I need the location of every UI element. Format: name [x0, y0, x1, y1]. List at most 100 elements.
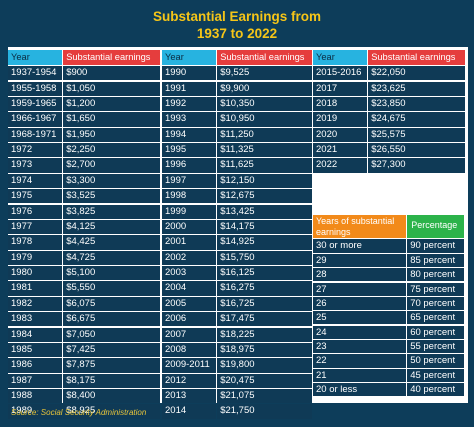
table-row: 1977 $4,125 [8, 219, 161, 235]
year-cell: 2018 [313, 96, 367, 112]
earnings-cell: $1,650 [63, 112, 161, 127]
earnings-cell: $12,675 [217, 189, 313, 204]
earnings-cell: $16,725 [217, 296, 313, 311]
percentage-cell: 70 percent [407, 296, 465, 311]
percentage-row: 24 60 percent [313, 325, 465, 339]
table-row: 2001 $14,925 [162, 235, 313, 250]
year-header: Year [162, 50, 216, 65]
earnings-header: Substantial earnings [63, 50, 161, 65]
earnings-cell: $7,875 [63, 358, 161, 373]
earnings-cell: $14,925 [217, 235, 313, 250]
percentage-row: 30 or more 90 percent [313, 239, 465, 253]
table-row: 1998 $12,675 [162, 189, 313, 204]
earnings-header: Substantial earnings [368, 50, 466, 65]
earnings-cell: $3,825 [63, 204, 161, 219]
table-row: 2006 $17,475 [162, 312, 313, 327]
percentage-cell: 90 percent [407, 239, 465, 253]
table-row: 2017 $23,625 [313, 81, 466, 96]
earnings-cell: $8,175 [63, 373, 161, 388]
earnings-header: Substantial earnings [217, 50, 313, 65]
year-cell: 2003 [162, 266, 216, 281]
year-cell: 2014 [162, 404, 216, 419]
table-row: 1997 $12,150 [162, 173, 313, 188]
year-cell: 1977 [8, 219, 62, 235]
year-cell: 1979 [8, 250, 62, 265]
earnings-cell: $11,250 [217, 127, 313, 142]
earnings-cell: $10,950 [217, 112, 313, 127]
table-row: 1975 $3,525 [8, 189, 161, 204]
year-cell: 1995 [162, 143, 216, 158]
percentage-cell: 40 percent [407, 383, 465, 397]
table-row: 1973 $2,700 [8, 158, 161, 173]
year-cell: 1988 [8, 389, 62, 404]
years-cell: 20 or less [313, 383, 406, 397]
year-cell: 2022 [313, 158, 367, 173]
percentage-row: 22 50 percent [313, 354, 465, 368]
year-cell: 2007 [162, 327, 216, 342]
earnings-cell: $7,425 [63, 342, 161, 358]
earnings-cell: $11,325 [217, 143, 313, 158]
year-cell: 1993 [162, 112, 216, 127]
years-cell: 24 [313, 325, 406, 339]
table-row: 1990 $9,525 [162, 66, 313, 81]
earnings-cell: $4,725 [63, 250, 161, 265]
earnings-cell: $7,050 [63, 327, 161, 342]
years-cell: 25 [313, 311, 406, 325]
year-cell: 1972 [8, 143, 62, 158]
earnings-cell: $22,050 [368, 66, 466, 81]
table-row: 2004 $16,275 [162, 281, 313, 296]
percentage-row: 23 55 percent [313, 340, 465, 354]
table-row: 2000 $14,175 [162, 219, 313, 235]
table-row: 2021 $26,550 [313, 143, 466, 158]
earnings-cell: $14,175 [217, 219, 313, 235]
earnings-cell: $12,150 [217, 173, 313, 188]
year-cell: 1987 [8, 373, 62, 388]
table-row: 2019 $24,675 [313, 112, 466, 127]
source-note: Source: Social Security Administration [11, 408, 147, 417]
year-cell: 2008 [162, 342, 216, 358]
year-cell: 2005 [162, 296, 216, 311]
years-cell: 30 or more [313, 239, 406, 253]
earnings-cell: $13,425 [217, 204, 313, 219]
earnings-cell: $900 [63, 66, 161, 81]
table-row: 2003 $16,125 [162, 266, 313, 281]
percentage-table: Years of substantial earnings Percentage… [313, 215, 465, 398]
title-line-2: 1937 to 2022 [196, 26, 278, 41]
percentage-table-header: Years of substantial earnings Percentage [313, 215, 465, 238]
year-cell: 1980 [8, 266, 62, 281]
table-row: 2012 $20,475 [162, 373, 313, 388]
earnings-table-3: Year Substantial earnings 2015-2016 $22,0… [313, 50, 466, 173]
table-row: 1979 $4,725 [8, 250, 161, 265]
table-row: 2007 $18,225 [162, 327, 313, 342]
earnings-cell: $20,475 [217, 373, 313, 388]
earnings-cell: $18,225 [217, 327, 313, 342]
year-cell: 2002 [162, 250, 216, 265]
table-header: Year Substantial earnings [8, 50, 161, 65]
years-of-substantial-earnings-header: Years of substantial earnings [313, 215, 406, 238]
percentage-header: Percentage [407, 215, 465, 238]
year-cell: 1976 [8, 204, 62, 219]
table-row: 1996 $11,625 [162, 158, 313, 173]
table-row: 1959-1965 $1,200 [8, 96, 161, 112]
year-cell: 2001 [162, 235, 216, 250]
table-row: 1981 $5,550 [8, 281, 161, 296]
year-cell: 1966-1967 [8, 112, 62, 127]
earnings-cell: $21,750 [217, 404, 313, 419]
table-row: 1983 $6,675 [8, 312, 161, 327]
table-header: Year Substantial earnings [162, 50, 313, 65]
table-row: 2014 $21,750 [162, 404, 313, 419]
year-header: Year [8, 50, 62, 65]
years-cell: 23 [313, 340, 406, 354]
year-header: Year [313, 50, 367, 65]
earnings-cell: $3,300 [63, 173, 161, 188]
earnings-cell: $4,425 [63, 235, 161, 250]
year-cell: 2017 [313, 81, 367, 96]
earnings-cell: $8,925 [63, 404, 161, 419]
earnings-table-1: Year Substantial earnings 1937-1954 $900 1… [8, 50, 161, 419]
table-row: 2008 $18,975 [162, 342, 313, 358]
earnings-cell: $16,275 [217, 281, 313, 296]
year-cell: 2000 [162, 219, 216, 235]
percentage-cell: 50 percent [407, 354, 465, 368]
years-cell: 27 [313, 282, 406, 296]
earnings-cell: $6,075 [63, 296, 161, 311]
